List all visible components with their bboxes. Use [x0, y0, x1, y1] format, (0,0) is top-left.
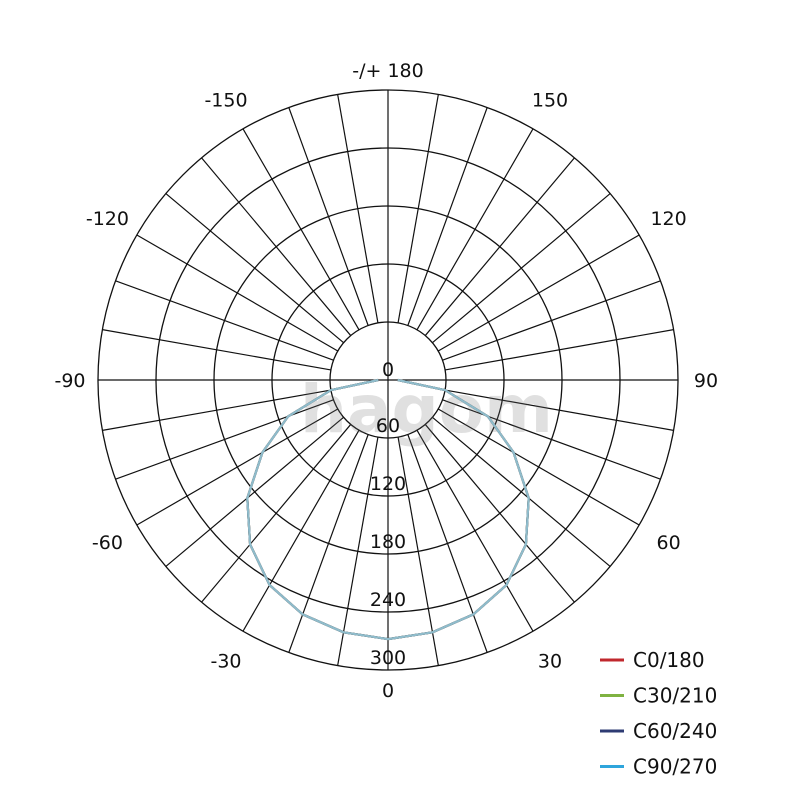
- legend-label: C90/270: [633, 755, 717, 779]
- grid-spoke: [407, 434, 488, 653]
- grid-spoke: [337, 437, 379, 666]
- grid-spoke: [165, 416, 344, 567]
- angular-tick-label: 120: [650, 208, 686, 230]
- grid-spoke: [424, 424, 575, 603]
- grid-spoke: [442, 280, 661, 361]
- radial-tick-labels: 0 60 120 180 240 300: [370, 359, 406, 669]
- angular-tick-label: -30: [210, 651, 241, 673]
- grid-spoke: [445, 329, 674, 371]
- grid-spoke: [201, 424, 352, 603]
- grid-spoke: [416, 429, 534, 632]
- grid-spoke: [442, 399, 661, 480]
- radial-tick-label: 300: [370, 647, 406, 669]
- polar-grid: [97, 89, 679, 671]
- angular-tick-label: -150: [204, 89, 247, 111]
- grid-spoke: [437, 408, 640, 526]
- grid-spoke: [165, 193, 344, 344]
- radial-tick-label: 0: [382, 359, 394, 381]
- grid-spoke: [445, 389, 674, 431]
- grid-spoke: [136, 234, 339, 352]
- grid-spoke: [242, 128, 360, 331]
- legend-item: C60/240: [600, 719, 717, 743]
- series-curve-c90-270: [246, 378, 530, 641]
- angular-tick-label: 90: [694, 370, 718, 392]
- legend-item: C30/210: [600, 684, 717, 708]
- series-curves: [246, 378, 530, 641]
- grid-spoke: [115, 280, 334, 361]
- angular-tick-label: 30: [538, 651, 562, 673]
- watermark-logo: hagom: [300, 371, 553, 448]
- grid-spoke: [432, 193, 611, 344]
- radial-tick-label: 240: [370, 589, 406, 611]
- grid-spoke: [337, 94, 379, 323]
- angular-tick-label: 60: [656, 532, 680, 554]
- watermark-text: hagom: [300, 371, 553, 448]
- grid-spoke: [397, 437, 439, 666]
- grid-spoke: [102, 389, 331, 431]
- grid-spoke: [288, 107, 369, 326]
- grid-spoke: [437, 234, 640, 352]
- angular-tick-label: 0: [382, 680, 394, 702]
- grid-spoke: [407, 107, 488, 326]
- grid-spoke: [115, 399, 334, 480]
- legend-label: C0/180: [633, 648, 705, 672]
- grid-spoke: [201, 157, 352, 336]
- grid-spoke: [102, 329, 331, 371]
- grid-spoke: [432, 416, 611, 567]
- grid-spoke: [136, 408, 339, 526]
- legend-label: C60/240: [633, 719, 717, 743]
- angular-tick-label: -/+ 180: [352, 60, 423, 82]
- radial-tick-label: 180: [370, 531, 406, 553]
- angular-tick-labels: 0 30 60 90 120 150 -/+ 180 -150 -120 -90 -60 -30: [54, 60, 718, 702]
- grid-spoke: [242, 429, 360, 632]
- radial-tick-label: 60: [376, 415, 400, 437]
- legend-item: C90/270: [600, 755, 717, 779]
- angular-tick-label: -90: [54, 370, 85, 392]
- legend-item: C0/180: [600, 648, 705, 672]
- grid-spoke: [397, 94, 439, 323]
- legend-label: C30/210: [633, 684, 717, 708]
- legend: C0/180 C30/210 C60/240 C90/270: [600, 648, 717, 779]
- angular-tick-label: -120: [86, 208, 129, 230]
- angular-tick-label: -60: [92, 532, 123, 554]
- grid-spoke: [416, 128, 534, 331]
- grid-spoke: [288, 434, 369, 653]
- angular-tick-label: 150: [532, 89, 568, 111]
- grid-spoke: [424, 157, 575, 336]
- radial-tick-label: 120: [370, 473, 406, 495]
